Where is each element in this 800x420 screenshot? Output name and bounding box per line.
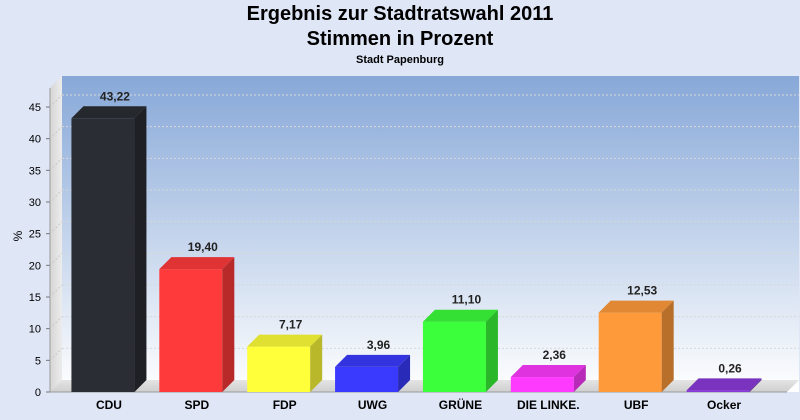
y-axis-ticks: 0 5 10 15 20 25 30 35 40 45 bbox=[29, 102, 50, 399]
gridline-side bbox=[49, 252, 63, 266]
bar-5 bbox=[510, 365, 586, 392]
gridline-side bbox=[49, 157, 63, 171]
y-tick-label: 45 bbox=[29, 102, 41, 114]
bar-front bbox=[598, 312, 662, 392]
bar-front bbox=[422, 321, 486, 392]
chart-title-line-2: Stimmen in Prozent bbox=[306, 28, 494, 50]
gridline-side bbox=[49, 347, 63, 361]
data-label: 19,40 bbox=[188, 240, 218, 254]
data-label: 0,26 bbox=[718, 361, 742, 375]
bar-side bbox=[573, 365, 586, 392]
data-label: 2,36 bbox=[543, 348, 567, 362]
data-label: 11,10 bbox=[452, 293, 482, 307]
bar-front bbox=[159, 269, 223, 392]
bar-front bbox=[247, 346, 311, 392]
y-tick-label: 0 bbox=[35, 387, 41, 399]
data-label: 43,22 bbox=[100, 89, 130, 103]
x-tick-label: Ocker bbox=[707, 398, 741, 412]
y-axis-label: % bbox=[11, 230, 25, 241]
data-label: 7,17 bbox=[279, 318, 303, 332]
plot-side-wall bbox=[50, 76, 62, 392]
bar-0 bbox=[71, 106, 147, 393]
bar-2 bbox=[247, 334, 323, 392]
y-tick-label: 5 bbox=[35, 355, 41, 367]
gridline-side bbox=[49, 126, 63, 140]
bar-side bbox=[310, 334, 323, 392]
chart-title-line-1: Ergebnis zur Stadtratswahl 2011 bbox=[246, 3, 554, 25]
bar-6 bbox=[598, 300, 674, 392]
x-tick-label: GRÜNE bbox=[439, 397, 482, 412]
y-tick-label: 30 bbox=[29, 197, 41, 209]
bar-front bbox=[686, 390, 750, 392]
x-tick-label: UWG bbox=[358, 398, 387, 412]
bar-side bbox=[661, 300, 674, 392]
y-tick-label: 40 bbox=[29, 134, 41, 146]
x-tick-label: FDP bbox=[273, 398, 297, 412]
bar-4 bbox=[422, 309, 498, 392]
bar-top bbox=[422, 309, 498, 322]
x-axis-categories: CDU SPD FDP UWG GRÜNE DIE LINKE. UBF Ocker bbox=[96, 397, 741, 412]
x-tick-label: CDU bbox=[96, 398, 122, 412]
x-tick-label: DIE LINKE. bbox=[517, 398, 580, 412]
y-tick-label: 35 bbox=[29, 165, 41, 177]
bar-top bbox=[247, 334, 323, 347]
y-tick-label: 15 bbox=[29, 292, 41, 304]
bar-top bbox=[510, 365, 586, 378]
data-label: 3,96 bbox=[367, 338, 391, 352]
gridline-side bbox=[49, 284, 63, 298]
bar-top bbox=[159, 257, 235, 270]
bar-top bbox=[335, 354, 411, 367]
bars bbox=[71, 106, 762, 393]
chart-subtitle: Stadt Papenburg bbox=[355, 54, 444, 66]
bar-7 bbox=[686, 378, 762, 392]
data-labels: 43,22 19,40 7,17 3,96 11,10 2,36 12,53 0,26 bbox=[100, 89, 742, 375]
bar-side bbox=[485, 309, 498, 392]
gridline-side bbox=[49, 316, 63, 330]
x-tick-label: SPD bbox=[184, 398, 209, 412]
bar-side bbox=[222, 257, 235, 392]
chart-header: Ergebnis zur Stadtratswahl 2011 Stimmen … bbox=[0, 2, 800, 67]
bar-front bbox=[510, 377, 574, 392]
bar-top bbox=[71, 106, 147, 119]
gridline-side bbox=[49, 221, 63, 235]
gridline-side bbox=[49, 94, 63, 108]
x-tick-label: UBF bbox=[624, 398, 649, 412]
y-tick-label: 20 bbox=[29, 260, 41, 272]
bar-front bbox=[71, 118, 135, 393]
data-label: 12,53 bbox=[627, 284, 657, 298]
bar-side bbox=[749, 378, 762, 392]
bar-front bbox=[335, 366, 399, 392]
gridline-side bbox=[49, 189, 63, 203]
y-tick-label: 25 bbox=[29, 229, 41, 241]
bar-top bbox=[598, 300, 674, 313]
bar-top bbox=[686, 378, 762, 391]
bar-3 bbox=[335, 354, 411, 392]
y-tick-label: 10 bbox=[29, 324, 41, 336]
bar-1 bbox=[159, 257, 235, 392]
bar-side bbox=[134, 106, 147, 393]
bar-side bbox=[398, 354, 411, 392]
